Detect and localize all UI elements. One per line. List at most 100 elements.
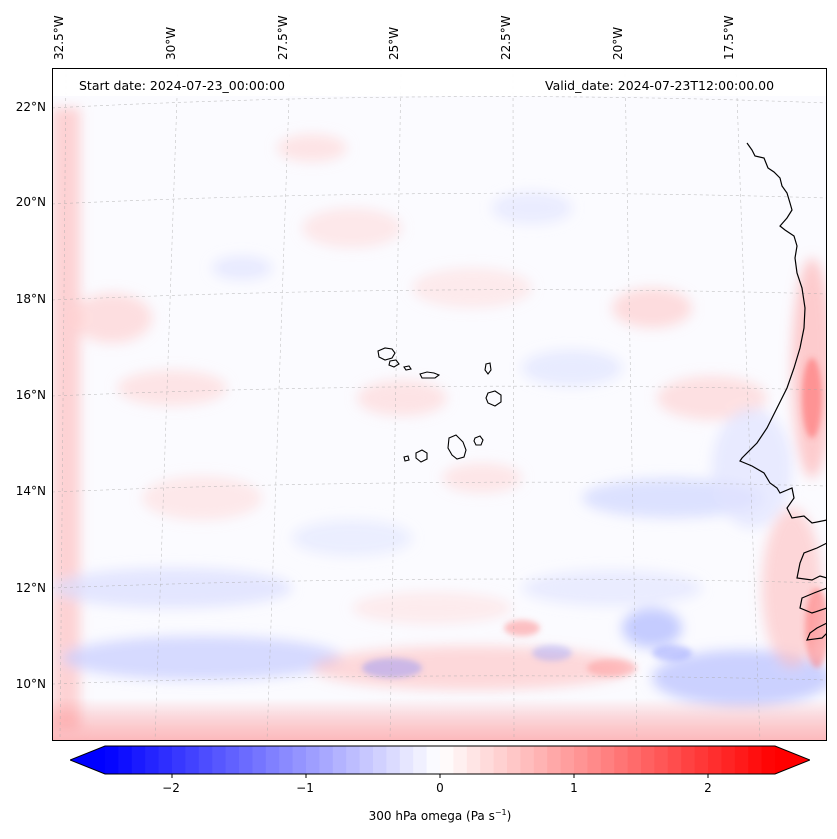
colorbar-cell (131, 746, 146, 774)
colorbar-tick-label-minus1: −1 (296, 781, 314, 795)
colorbar-cell (761, 746, 776, 774)
colorbar-cell (507, 746, 521, 774)
colorbar-cell (292, 746, 307, 774)
lon-label-20w: 20°W (611, 26, 625, 60)
island-sao-nicolau (419, 371, 441, 379)
colorbar-cell (681, 746, 696, 774)
colorbar-cell (212, 746, 227, 774)
colorbar-cell (172, 746, 186, 774)
colorbar-cell (600, 746, 615, 774)
lat-label-18n: 18°N (15, 292, 46, 306)
colorbar-cell (359, 746, 374, 774)
map-panel (52, 68, 827, 741)
colorbar-cell (319, 746, 334, 774)
colorbar-cell (708, 746, 722, 774)
colorbar-label-close: ) (506, 809, 512, 823)
colorbar-extend-min (70, 746, 105, 774)
lat-label-16n: 16°N (15, 388, 46, 402)
lat-label-12n: 12°N (15, 581, 46, 595)
colorbar-cell (413, 746, 428, 774)
cape-verde-islands (377, 347, 502, 463)
colorbar-cell (225, 746, 240, 774)
island-santo-antao (377, 347, 396, 361)
africa-coastline (739, 142, 827, 524)
island-sal (484, 362, 492, 375)
colorbar-cell (493, 746, 508, 774)
colorbar-cell (520, 746, 535, 774)
colorbar-cell (105, 746, 119, 774)
colorbar-tick-label-minus2: −2 (162, 781, 180, 795)
colorbar-cell (386, 746, 401, 774)
colorbar-cell (145, 746, 160, 774)
colorbar-tick-label-1: 1 (570, 781, 578, 795)
colorbar-cell (158, 746, 173, 774)
start-date-label: Start date: 2024-07-23_00:00:00 (79, 78, 285, 93)
colorbar-cell (627, 746, 642, 774)
colorbar-cell (533, 746, 548, 774)
lat-label-14n: 14°N (15, 484, 46, 498)
island-boa-vista (485, 390, 502, 407)
colorbar-cell (694, 746, 709, 774)
header-box (52, 68, 827, 96)
colorbar-label-text: 300 hPa omega (Pa s (368, 809, 495, 823)
colorbar-cell (332, 746, 347, 774)
colorbar-cell (547, 746, 562, 774)
island-santa-luzia (403, 365, 412, 371)
colorbar-cell (265, 746, 280, 774)
omega-field-anomalies (52, 108, 827, 728)
colorbar-cell (480, 746, 495, 774)
colorbar-tick-marks (171, 774, 709, 778)
colorbar-cell (734, 746, 749, 774)
island-brava (403, 455, 410, 462)
lon-label-32-5w: 32.5°W (52, 15, 66, 60)
lon-label-30w: 30°W (164, 26, 178, 60)
colorbar-cell (641, 746, 655, 774)
island-maio (473, 435, 484, 446)
colorbar-cell (346, 746, 361, 774)
colorbar-cell (185, 746, 200, 774)
colorbar-cell (426, 746, 441, 774)
colorbar-cell (453, 746, 468, 774)
colorbar-label-exponent: −1 (494, 808, 507, 817)
colorbar-cell (587, 746, 602, 774)
colorbar (70, 745, 810, 778)
omega-field-details (362, 358, 827, 678)
lon-label-22-5w: 22.5°W (499, 15, 513, 60)
lat-label-20n: 20°N (15, 195, 46, 209)
colorbar-cell (654, 746, 669, 774)
colorbar-cell (466, 746, 481, 774)
colorbar-cell (667, 746, 682, 774)
colorbar-cell (440, 746, 454, 774)
island-santiago (447, 434, 467, 460)
island-fogo (415, 449, 428, 463)
colorbar-cell (614, 746, 629, 774)
colorbar-extend-max (775, 746, 810, 774)
colorbar-tick-label-2: 2 (704, 781, 712, 795)
colorbar-label: 300 hPa omega (Pa s−1) (369, 808, 512, 823)
senegal-coast (796, 542, 827, 641)
colorbar-cell (239, 746, 253, 774)
colorbar-cell (279, 746, 294, 774)
graticule (52, 68, 827, 741)
colorbar-tick-label-0: 0 (436, 781, 444, 795)
colorbar-cell (748, 746, 763, 774)
omega-bottom-band (52, 698, 827, 741)
lon-label-17-5w: 17.5°W (722, 15, 736, 60)
colorbar-outline (70, 745, 810, 775)
colorbar-cell (373, 746, 387, 774)
colorbar-cell (399, 746, 414, 774)
colorbar-cell (252, 746, 267, 774)
colorbar-cell (198, 746, 213, 774)
lon-label-27-5w: 27.5°W (276, 15, 290, 60)
lat-label-22n: 22°N (15, 100, 46, 114)
colorbar-cell (574, 746, 588, 774)
colorbar-cell (721, 746, 736, 774)
colorbar-cell (306, 746, 320, 774)
lon-label-25w: 25°W (387, 26, 401, 60)
valid-date-label: Valid_date: 2024-07-23T12:00:00.00 (545, 78, 775, 93)
island-sao-vicente (388, 359, 400, 368)
lat-label-10n: 10°N (15, 677, 46, 691)
colorbar-cells (70, 746, 810, 774)
colorbar-cell (118, 746, 133, 774)
